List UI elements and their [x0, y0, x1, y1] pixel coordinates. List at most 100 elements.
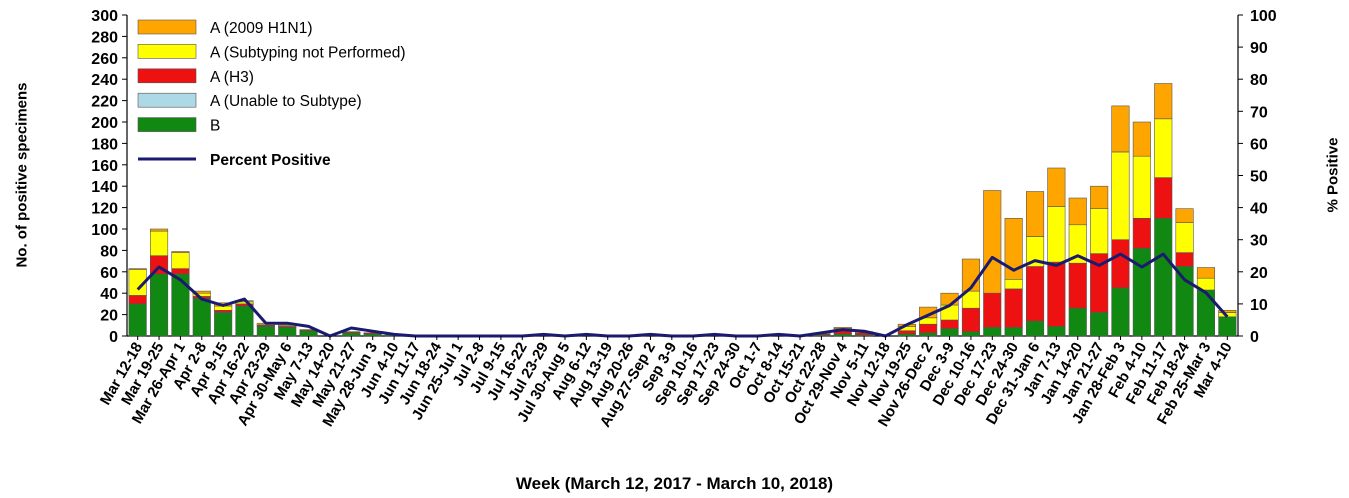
bar-a-h3	[1068, 262, 1087, 309]
y-tick-label: 80	[100, 243, 118, 260]
y-tick-label: 120	[91, 201, 118, 218]
bar-b	[299, 330, 318, 337]
bar-b	[150, 273, 169, 337]
bar-a-h3	[1175, 252, 1194, 267]
bar-b	[1132, 248, 1151, 337]
y-tick-label: 140	[91, 179, 118, 196]
bar-b	[171, 273, 190, 337]
bar-a-2009-h1n1	[1004, 218, 1023, 280]
y-tick-label: 300	[91, 8, 118, 25]
bar-a-2009-h1n1	[983, 190, 1002, 294]
bar-a-2009-h1n1	[1175, 208, 1194, 223]
legend-swatch	[137, 92, 197, 108]
bar-b	[1196, 289, 1215, 337]
bar-a-subtyping-not-performed	[1111, 151, 1130, 240]
bar-b	[1068, 307, 1087, 337]
bar-b	[1175, 266, 1194, 337]
bar-a-2009-h1n1	[128, 268, 147, 271]
legend: A (2009 H1N1) A (Subtyping not Performed)…	[137, 19, 406, 169]
y-tick-label: 180	[91, 136, 118, 153]
percent-positive-line	[136, 252, 1229, 338]
bar-b	[235, 305, 254, 337]
bar-a-2009-h1n1	[1068, 197, 1087, 226]
legend-label: B	[210, 118, 220, 135]
bar-a-subtyping-not-performed	[1090, 208, 1109, 254]
y2-tick-label: 30	[1250, 233, 1268, 250]
bar-b	[961, 331, 981, 337]
bar-a-h3	[1132, 218, 1151, 249]
y-tick-label: 240	[91, 72, 118, 89]
bar-a-h3	[919, 323, 938, 334]
bar-b	[192, 298, 211, 337]
y2-tick-label: 80	[1250, 72, 1268, 89]
bar-a-subtyping-not-performed	[150, 230, 169, 257]
y2-tick-label: 100	[1250, 8, 1277, 25]
y-tick-label: 40	[100, 286, 118, 303]
bar-a-h3	[1047, 261, 1066, 327]
bar-b	[1004, 327, 1023, 337]
y-tick-label: 220	[91, 94, 118, 111]
bar-b	[833, 333, 852, 337]
bar-a-h3	[897, 330, 916, 335]
legend-swatch	[137, 19, 197, 35]
bar-a-2009-h1n1	[1090, 185, 1109, 209]
bar-b	[1218, 316, 1237, 337]
y-tick-label: 280	[91, 29, 118, 46]
y2-tick-label: 0	[1250, 329, 1259, 346]
y-tick-label: 200	[91, 115, 118, 132]
bar-b	[940, 328, 959, 337]
legend-swatch	[137, 68, 197, 84]
bar-b	[983, 327, 1002, 337]
y2-tick-label: 60	[1250, 136, 1268, 153]
bar-a-2009-h1n1	[171, 251, 190, 253]
bar-a-subtyping-not-performed	[1175, 222, 1194, 253]
bar-b	[256, 326, 275, 337]
y2-tick-label: 10	[1250, 297, 1268, 314]
bar-a-h3	[961, 307, 981, 333]
bar-b	[363, 333, 382, 337]
bar-a-h3	[171, 268, 190, 275]
y-tick-label: 20	[100, 308, 118, 325]
bar-a-h3	[940, 319, 959, 329]
right-axis: 0 10 20 30 40 50 60 70 80 90 100	[1237, 8, 1277, 346]
bar-a-h3	[983, 292, 1002, 328]
bar-a-subtyping-not-performed	[1154, 118, 1173, 178]
bar-b	[1026, 320, 1045, 337]
y2-tick-label: 70	[1250, 104, 1268, 121]
left-axis: 0 20 40 60 80 100 120 140 160 180 200 220 240 260 280 3…	[91, 8, 1238, 346]
y-tick-label: 100	[91, 222, 118, 239]
percent-line-layer	[136, 252, 1229, 338]
bar-a-2009-h1n1	[1154, 83, 1173, 120]
bar-b	[342, 332, 361, 337]
y-tick-label: 60	[100, 265, 118, 282]
y2-tick-label: 20	[1250, 265, 1268, 282]
legend-label: A (2009 H1N1)	[210, 20, 313, 37]
bar-a-2009-h1n1	[1196, 267, 1215, 279]
bar-b	[214, 312, 233, 337]
y2-tick-label: 40	[1250, 201, 1268, 218]
bar-a-subtyping-not-performed	[1047, 206, 1066, 263]
y-tick-label: 260	[91, 51, 118, 68]
bar-a-h3	[1111, 239, 1130, 289]
legend-swatch	[137, 44, 197, 59]
bar-a-h3	[1154, 177, 1173, 219]
y2-tick-label: 90	[1250, 40, 1268, 57]
bar-a-subtyping-not-performed	[1004, 278, 1023, 290]
legend-label: A (H3)	[210, 69, 254, 86]
legend-swatch	[137, 117, 197, 132]
legend-label: Percent Positive	[210, 152, 331, 169]
legend-label: A (Subtyping not Performed)	[210, 44, 406, 61]
bar-b	[1047, 326, 1066, 337]
bar-b	[897, 333, 916, 337]
bar-a-2009-h1n1	[150, 228, 169, 232]
bar-a-2009-h1n1	[1026, 191, 1045, 237]
bar-a-h3	[128, 294, 147, 305]
bar-a-subtyping-not-performed	[1132, 155, 1151, 219]
y-tick-label: 160	[91, 158, 118, 175]
bar-a-subtyping-not-performed	[171, 252, 190, 269]
bar-a-h3	[214, 309, 233, 313]
legend-label: A (Unable to Subtype)	[210, 93, 362, 110]
bar-a-2009-h1n1	[1218, 309, 1237, 313]
